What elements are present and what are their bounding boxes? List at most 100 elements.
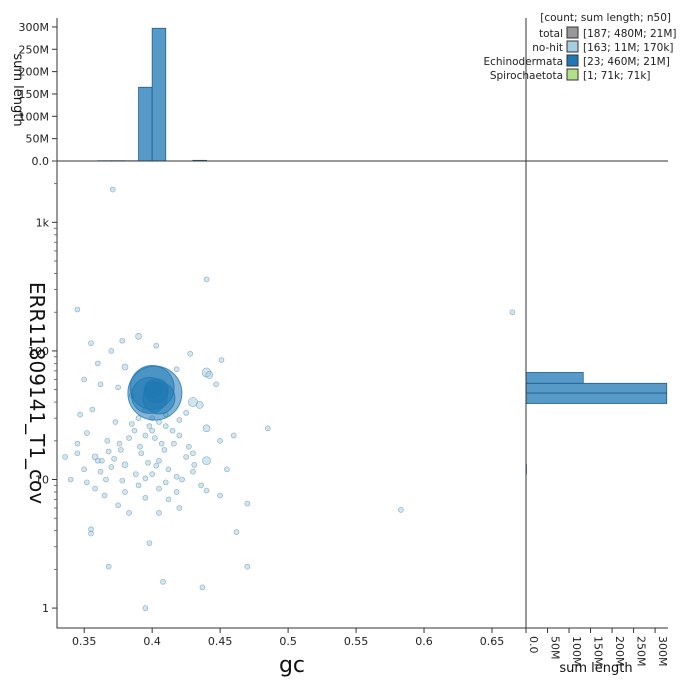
data-point — [156, 457, 162, 464]
data-point — [179, 476, 185, 483]
data-point — [176, 505, 183, 511]
x-axis-title: gc — [279, 653, 305, 678]
data-point — [84, 430, 90, 436]
data-point — [92, 485, 98, 492]
data-point — [149, 471, 155, 477]
y-tick-label: 1 — [42, 602, 49, 615]
data-point — [111, 455, 117, 462]
x-tick-label: 0.6 — [415, 635, 433, 648]
data-point — [217, 437, 223, 444]
top-hist-tick-label: 150M — [19, 88, 50, 101]
data-point — [94, 360, 101, 367]
right-hist-tick-label: 300M — [656, 636, 669, 667]
data-point — [203, 487, 210, 494]
data-point — [202, 456, 211, 466]
data-point — [176, 432, 183, 439]
data-point — [142, 475, 149, 482]
data-point — [244, 563, 251, 570]
series-echinodermata — [127, 364, 183, 421]
data-point — [105, 563, 112, 570]
top-hist-tick-label: 100M — [19, 110, 50, 123]
data-point — [173, 489, 180, 495]
legend: [count; sum length; n50] total [187; 480M;… — [483, 12, 676, 82]
data-point — [165, 496, 172, 503]
data-point — [230, 432, 237, 439]
data-point — [101, 492, 108, 499]
data-point — [199, 584, 206, 591]
data-point — [81, 376, 87, 383]
data-point — [74, 306, 81, 313]
data-point — [126, 435, 132, 441]
data-point — [224, 466, 230, 473]
legend-label: Spirochaetota — [490, 70, 563, 82]
data-point — [233, 529, 240, 535]
y-tick-label: 100 — [28, 345, 49, 358]
data-point — [119, 337, 126, 344]
right-hist-tick-label: 0.0 — [527, 636, 540, 654]
data-point — [115, 502, 121, 509]
data-point — [183, 454, 189, 460]
data-point — [190, 468, 196, 475]
data-point — [137, 443, 143, 450]
data-point — [190, 450, 196, 457]
right-hist-bar — [525, 392, 668, 404]
data-point — [97, 381, 104, 388]
data-point — [183, 410, 189, 416]
data-point — [218, 357, 225, 363]
right-hist-bar — [525, 382, 668, 394]
data-point — [156, 510, 162, 516]
x-tick-label: 0.5 — [279, 635, 297, 648]
data-point — [108, 348, 115, 354]
legend-swatch — [566, 40, 579, 53]
data-point — [97, 468, 104, 475]
data-point — [169, 427, 176, 434]
data-point — [152, 435, 158, 441]
x-tick-label: 0.55 — [344, 635, 369, 648]
data-point — [202, 424, 211, 433]
data-point — [84, 479, 90, 486]
data-point — [173, 366, 180, 373]
data-point — [203, 276, 210, 283]
x-tick-label: 0.65 — [480, 635, 505, 648]
top-histogram: 0.0 50M 100M 150M 200M 250M 300M — [19, 18, 527, 168]
data-point — [131, 427, 138, 434]
data-point — [108, 464, 115, 470]
right-hist-bar — [525, 372, 584, 384]
top-hist-bar — [138, 86, 153, 162]
scatter-panel: 0.35 0.4 0.45 0.5 0.55 0.6 0.65 1 10 100 1k — [28, 160, 527, 648]
y-axis-title: ERR11809141_T1_cov — [25, 282, 49, 504]
right-hist-x-title: sum length — [559, 661, 632, 676]
right-hist-tick-label: 100M — [570, 636, 583, 667]
legend-stats: [1; 71k; 71k] — [583, 70, 651, 82]
data-point — [94, 457, 101, 464]
data-point — [89, 406, 96, 413]
right-histogram: 0.0 50M 100M 150M 200M 250M 300M — [525, 160, 669, 667]
x-tick-label: 0.4 — [143, 635, 161, 648]
x-tick-label: 0.45 — [208, 635, 233, 648]
legend-swatch — [566, 26, 579, 39]
data-point — [126, 510, 132, 516]
data-point — [121, 363, 129, 371]
data-point — [217, 492, 223, 499]
data-point — [115, 384, 121, 391]
right-hist-tick-label: 200M — [613, 636, 626, 667]
top-hist-tick-label: 200M — [19, 66, 50, 79]
data-point — [121, 461, 129, 469]
data-point — [128, 421, 135, 427]
data-point — [74, 440, 81, 447]
data-point — [138, 450, 145, 457]
data-point — [205, 371, 214, 379]
data-point — [153, 342, 160, 349]
data-point — [142, 495, 149, 501]
legend-swatch — [566, 68, 579, 81]
data-point — [135, 332, 142, 340]
data-point — [162, 479, 169, 486]
top-hist-tick-label: 250M — [19, 43, 50, 56]
data-point — [509, 309, 516, 316]
series-no-hit — [62, 186, 516, 611]
data-point — [104, 437, 111, 444]
legend-label: total — [539, 28, 563, 40]
y-tick-label: 1k — [36, 216, 50, 229]
data-point — [88, 530, 94, 537]
